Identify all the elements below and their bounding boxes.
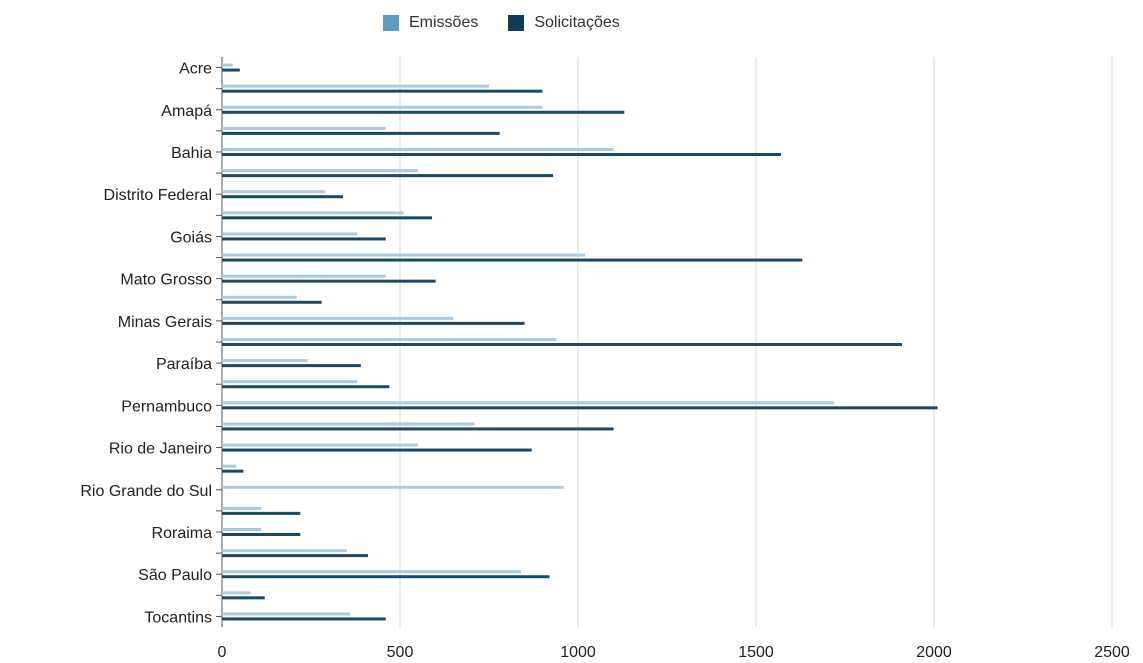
legend-label-emissoes: Emissões [409,14,479,31]
category-label: Rio Grande do Sul [80,483,212,500]
bar-solicitacoes [222,533,301,536]
bar-solicitacoes [222,174,554,178]
bar-solicitacoes [222,343,902,346]
category-label: São Paulo [138,567,212,584]
bar-solicitacoes [222,131,500,135]
bar-emissoes [222,105,543,109]
category-label: Tocantins [144,609,212,626]
bar-solicitacoes [222,216,433,220]
bar-solicitacoes [222,406,938,410]
x-tick-label: 2000 [916,644,952,661]
bar-emissoes [222,338,557,341]
bar-solicitacoes [222,153,781,156]
bar-emissoes [222,211,404,215]
bar-emissoes [222,570,522,574]
bar-solicitacoes [222,68,240,72]
legend-item-solicitacoes[interactable]: Solicitações [508,14,620,32]
bar-emissoes [222,148,614,151]
bar-emissoes [222,295,297,299]
bar-emissoes [222,359,308,363]
bar-emissoes [222,612,351,616]
bar-solicitacoes [222,575,550,579]
bar-solicitacoes [222,279,436,283]
bar-emissoes [222,63,233,67]
bar-emissoes [222,190,326,194]
category-label: Minas Gerais [118,314,212,331]
legend-label-solicitacoes: Solicitações [534,14,620,31]
x-tick-label: 500 [387,644,414,661]
bar-solicitacoes [222,364,361,368]
bar-solicitacoes [222,385,390,389]
legend-item-emissoes[interactable]: Emissões [383,14,478,32]
bar-solicitacoes [222,469,244,473]
bar-emissoes [222,316,454,320]
category-label: Goiás [170,229,212,246]
x-tick-label: 0 [218,644,227,661]
category-label: Rio de Janeiro [109,441,212,458]
x-tick-label: 1000 [560,644,596,661]
bar-solicitacoes [222,300,322,304]
bar-emissoes [222,443,418,447]
bar-emissoes [222,506,262,510]
bar-emissoes [222,422,475,426]
bar-solicitacoes [222,596,265,600]
bar-emissoes [222,253,586,257]
bar-solicitacoes [222,511,301,515]
bar-solicitacoes [222,448,532,452]
bar-solicitacoes [222,195,344,199]
bar-emissoes [222,528,262,531]
bar-solicitacoes [222,110,625,114]
category-label: Bahia [171,145,212,162]
bar-emissoes [222,380,358,384]
bar-emissoes [222,232,358,236]
bar-emissoes [222,84,489,88]
bar-emissoes [222,485,564,489]
legend-swatch-solicitacoes [508,15,525,31]
bar-solicitacoes [222,89,543,93]
category-label: Roraima [152,525,213,542]
category-label: Amapá [161,103,212,120]
legend: Emissões Solicitações [383,14,620,32]
category-label: Paraíba [156,356,212,373]
legend-swatch-emissoes [383,15,399,31]
category-label: Mato Grosso [120,272,212,289]
bar-emissoes [222,169,418,173]
bar-solicitacoes [222,554,368,558]
bar-solicitacoes [222,617,386,621]
x-tick-label: 1500 [738,644,774,661]
bar-solicitacoes [222,237,386,241]
bar-emissoes [222,274,386,278]
bar-emissoes [222,549,347,553]
bar-emissoes [222,464,237,468]
category-label: Distrito Federal [104,187,212,204]
bar-solicitacoes [222,321,525,325]
category-label: Acre [179,61,212,78]
bar-emissoes [222,401,835,405]
bar-emissoes [222,591,251,595]
x-tick-label: 2500 [1094,644,1130,661]
bar-solicitacoes [222,258,803,262]
bar-solicitacoes [222,427,614,431]
bar-emissoes [222,126,386,130]
category-label: Pernambuco [121,398,212,415]
